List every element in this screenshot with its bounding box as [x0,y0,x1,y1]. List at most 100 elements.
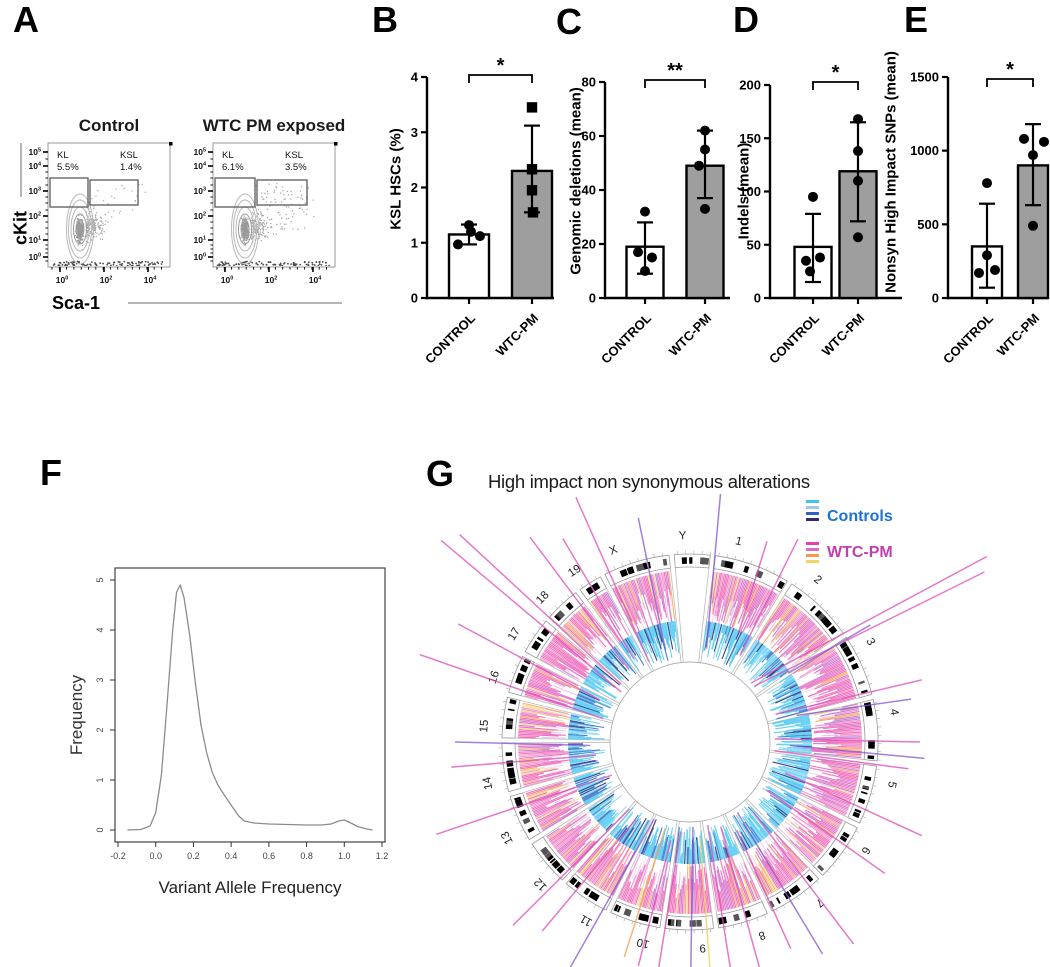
chromosome-label: 11 [578,912,594,928]
y-tick-label: 2 [95,727,105,732]
y-tick-label: 200 [739,78,761,93]
gate-ksl-value: 3.5% [285,162,307,173]
y-tick-label: 0 [932,291,939,306]
x-tick-label: 0.6 [263,851,276,861]
legend-swatch [806,517,819,522]
data-point [808,191,818,202]
y-tick-label: 3 [411,125,418,140]
legend-swatch [806,547,819,552]
chromosome-label: 8 [757,928,767,941]
data-point [640,266,650,276]
circos-title: High impact non synonymous alterations [488,471,810,492]
panel-f-label: F [40,452,62,493]
category-label: CONTROL [940,310,996,366]
legend-swatch [806,553,819,558]
significance-stars: * [832,62,840,84]
y-tick-label: 4 [95,627,105,632]
y-tick-label: 150 [739,131,761,146]
chromosome-label: 18 [534,589,552,607]
data-point [526,164,538,175]
svg-text:100: 100 [193,252,206,262]
x-tick-label: 1.0 [338,851,351,861]
y-tick-label: 3 [95,677,105,682]
svg-text:103: 103 [28,186,41,196]
panel-e-label: E [904,0,929,40]
data-point [527,207,539,218]
gate-ksl [89,179,139,206]
data-point [694,160,704,171]
gate-kl-value: 6.1% [222,162,244,173]
category-label: WTC-PM [994,311,1042,359]
data-point [853,175,863,186]
svg-text:101: 101 [193,235,206,245]
data-point [1019,133,1029,144]
legend-swatch [806,500,819,504]
panel-c-label: C [556,1,582,42]
significance-bracket [812,81,859,90]
chromosome-label: 9 [699,941,706,953]
data-point [1039,136,1049,147]
data-point [700,144,710,155]
gate-ksl-name: KSL [285,150,303,161]
x-tick-label: 1.2 [376,851,389,861]
corner-marker [334,142,338,146]
data-point [526,102,538,113]
gate-kl-name: KL [222,150,234,161]
y-tick-label: 20 [582,237,596,252]
chromosome-label: 13 [499,829,516,846]
flow-x-axis-label: Sca-1 [52,293,101,313]
svg-text:104: 104 [144,275,157,285]
category-label: CONTROL [598,310,654,366]
chromosome-label: 15 [478,719,491,733]
svg-text:101: 101 [28,235,41,245]
significance-bracket [644,79,706,88]
y-tick-label: 2 [411,180,418,195]
y-tick-label: 80 [582,75,596,90]
category-label: WTC-PM [493,311,541,359]
svg-text:105: 105 [28,147,41,157]
data-point [633,247,643,258]
svg-text:102: 102 [265,275,278,285]
chromosome-label: 14 [481,775,495,791]
svg-text:102: 102 [100,275,113,285]
chromosome-label: 3 [863,636,877,647]
data-point [815,252,825,263]
svg-text:102: 102 [28,211,41,221]
data-point [982,178,992,189]
gate-ksl-name: KSL [120,150,138,161]
gate-kl-value: 5.5% [57,162,79,173]
corner-marker [169,142,173,146]
gate-kl-name: KL [57,150,69,161]
significance-bracket [986,78,1034,87]
panel-c-canvas: 0 20 40 60 80 CONTROL WTC-PM ** [582,60,730,367]
data-point [475,231,485,242]
circos-mid-track [542,595,839,891]
circos-highlight-lines [420,493,988,967]
legend-wtc-swatches [806,542,819,564]
significance-stars: ** [667,60,683,82]
chromosome-label: X [608,544,620,558]
chromosome-label: 5 [885,780,898,789]
data-point [453,239,463,250]
data-point [700,125,710,136]
panel-b-canvas: 0 1 2 3 4 CONTROL WTC-PM * [411,55,554,367]
y-tick-label: 60 [582,129,596,144]
panel-f-x-title: Variant Allele Frequency [158,878,342,897]
gate-ksl [256,179,308,206]
y-tick-label: 1 [95,777,105,782]
panel-f-canvas: -0.2 0.0 0.2 0.4 0.6 0.8 1.0 1.2 0 1 2 3 4 5 [95,567,389,861]
chromosome-label: Y [679,530,687,542]
data-point [990,265,1000,276]
category-label: WTC-PM [666,311,714,359]
density-curve [127,584,373,831]
chromosome-label: 2 [811,573,823,586]
gate-kl [214,177,256,208]
svg-text:104: 104 [28,161,41,171]
category-label: CONTROL [766,310,822,366]
chromosome-label: 19 [566,563,583,580]
y-tick-label: 1500 [910,70,939,85]
